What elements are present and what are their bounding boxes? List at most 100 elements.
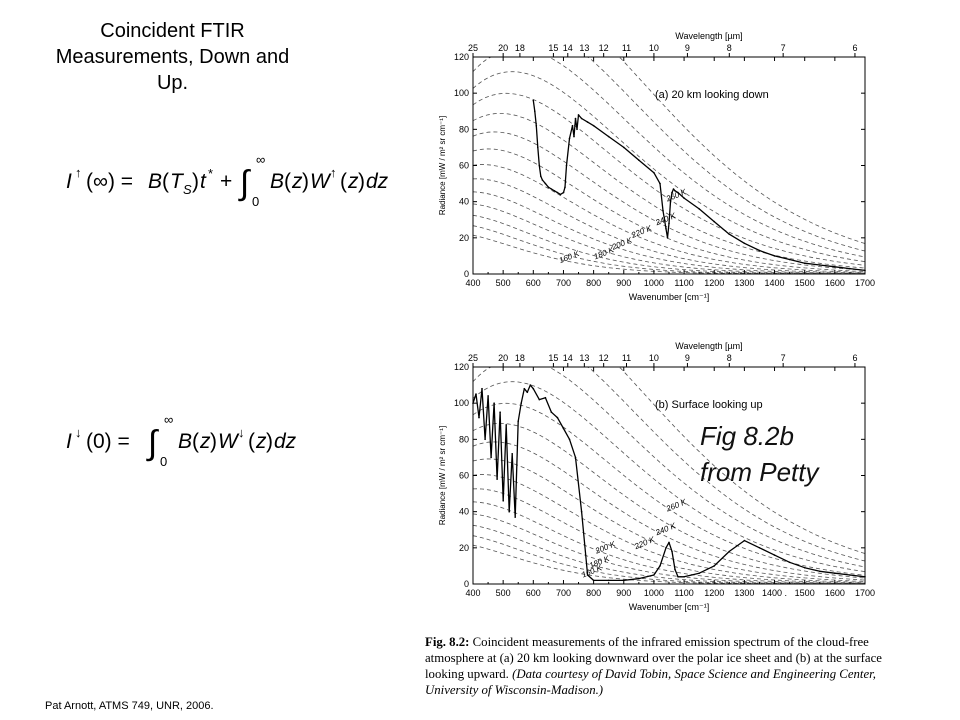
top-tick-label: 20 [498,43,508,53]
y-tick-label: 60 [459,471,469,481]
spectrum-point [586,574,589,576]
spectrum-point [743,242,746,245]
svg-text:∫: ∫ [146,424,159,462]
svg-text:): ) [358,170,365,193]
spectrum-point [577,114,580,116]
planck-curve-250k [472,112,866,269]
spectrum-point [580,117,583,120]
spectrum-point [803,262,806,264]
planck-curve-190k [472,203,865,275]
top-tick-label: 8 [727,353,732,363]
spectrum-point [553,190,556,192]
spectrum-point [607,579,610,582]
caption-text: Coincident measurements of the infrared … [425,635,882,681]
handwritten-note-line: Fig 8.2b [700,421,794,451]
caption-courtesy: (Data courtesy of David Tobin, Space Sci… [425,667,876,697]
spectrum-point [674,568,676,571]
x-tick-label: 1000 [644,588,664,598]
spectrum-point [698,572,700,574]
x-axis-label: Wavenumber [cm⁻¹] [629,602,709,612]
top-tick-label: 13 [579,353,589,363]
x-tick-label: 900 [616,588,631,598]
top-tick-label: 15 [548,43,558,53]
svg-text:B: B [270,170,284,193]
spectrum-point [592,124,595,127]
panel-label: (b) Surface looking up [655,399,763,411]
x-tick-label: 1700 [855,588,875,598]
x-axis-label: Wavenumber [cm⁻¹] [629,292,709,302]
top-tick-label: 6 [852,43,857,53]
spectrum-point [788,258,791,261]
x-tick-label: 1300 [734,278,754,288]
svg-text:*: * [208,166,213,181]
y-tick-label: 80 [459,434,469,444]
spectrum-line-0 [532,100,866,272]
x-tick-label: 500 [496,278,511,288]
spectrum-line-0 [472,384,866,582]
spectrum-point [623,146,625,149]
spectrum-point [671,550,673,553]
spectrum-point [532,99,535,102]
top-tick-label: 7 [781,353,786,363]
x-tick-label: 1600 [825,588,845,598]
spectrum-point [834,572,836,574]
svg-text:↓: ↓ [238,425,245,440]
svg-text:z: z [199,430,211,453]
top-tick-label: 7 [781,43,786,53]
y-tick-label: 100 [454,398,469,408]
svg-text:(∞) =: (∞) = [86,170,133,193]
x-tick-label: 1300 [734,588,754,598]
spectrum-point [586,121,589,123]
y-tick-label: 120 [454,362,469,372]
spectrum-point [568,137,571,140]
svg-text:+: + [220,170,232,193]
x-tick-label: 600 [526,588,541,598]
svg-text:(: ( [248,430,255,453]
spectrum-point [502,500,504,502]
top-tick-label: 8 [727,43,732,53]
spectrum-point [535,124,538,127]
spectrum-point [532,387,535,390]
spectrum-point [478,416,480,419]
svg-text:0: 0 [160,454,167,469]
y-axis-label: Radiance [mW / m² sr cm⁻¹] [438,116,447,215]
planck-curve-250k [472,422,866,579]
spectrum-point [562,427,565,430]
chart-panel-a: 260 K 240 K 220 K 200 K 180 K 160 K 400 500 600 7… [425,22,885,322]
svg-text:↑: ↑ [75,165,82,180]
top-tick-label: 12 [599,353,609,363]
spectrum-point [728,233,731,235]
spectrum-point [773,554,776,556]
spectrum-point [565,164,568,167]
spectrum-point [803,566,806,569]
spectrum-point [607,135,610,138]
planck-label-240k: 240 K [653,521,677,538]
spectrum-point [574,456,577,459]
spectrum-point [487,395,489,397]
downwelling-equation: I ↓ (0) = ∫ ∞ 0 B ( z ) W ↓ ( z ) dz [66,410,346,470]
planck-label-180k: 180 K [593,245,616,261]
svg-text:(: ( [192,430,199,453]
spectrum-point [520,402,522,404]
x-tick-label: 400 [465,588,480,598]
y-tick-label: 0 [464,579,469,589]
spectrum-point [493,402,495,404]
svg-text:dz: dz [366,170,389,193]
top-axis-label: Wavelength [µm] [675,341,742,351]
slide-footer: Pat Arnott, ATMS 749, UNR, 2006. [45,700,214,712]
top-tick-label: 9 [685,43,690,53]
spectrum-point [788,561,791,564]
spectrum-point [834,266,836,268]
panel-label: (a) 20 km looking down [655,89,769,101]
svg-text:0: 0 [252,194,259,209]
top-tick-label: 14 [563,43,573,53]
svg-text:z: z [291,170,303,193]
spectrum-point [665,547,667,549]
handwritten-note-line: from Petty [700,457,820,487]
x-tick-label: 1000 [644,278,664,288]
top-tick-label: 25 [468,43,478,53]
planck-curve-230k [472,458,866,582]
spectrum-point [556,416,559,419]
top-tick-label: 13 [579,43,589,53]
spectrum-point [653,171,655,174]
